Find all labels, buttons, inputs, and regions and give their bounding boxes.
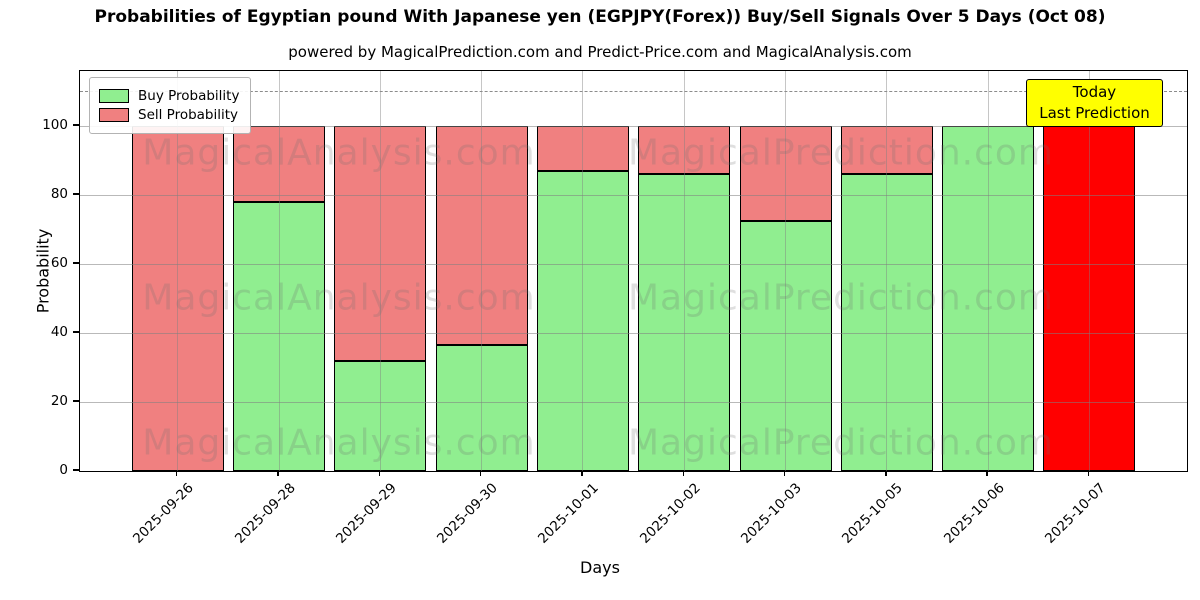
- y-tick-mark-80: [73, 193, 79, 195]
- chart-title: Probabilities of Egyptian pound With Jap…: [94, 7, 1106, 27]
- legend-label-sell: Sell Probability: [138, 107, 239, 123]
- x-tick-mark-2025-10-02: [682, 471, 684, 477]
- y-tick-label-0: 0: [59, 462, 68, 478]
- x-gridline-2025-10-01: [582, 71, 584, 471]
- y-tick-mark-0: [73, 469, 79, 471]
- watermark-text-2-0: MagicalAnalysis.com: [142, 422, 536, 464]
- y-tick-mark-40: [73, 331, 79, 333]
- x-tick-label-2025-09-30: 2025-09-30: [434, 480, 501, 547]
- y-tick-mark-60: [73, 262, 79, 264]
- bar-buy-2025-09-30: [435, 345, 528, 471]
- legend-swatch-buy-icon: [99, 89, 129, 103]
- bar-buy-2025-09-29: [334, 360, 427, 471]
- x-tick-mark-2025-09-29: [378, 471, 380, 477]
- bar-buy-2025-10-02: [638, 174, 731, 471]
- y-gridline-20: [80, 401, 1187, 403]
- x-tick-label-2025-10-05: 2025-10-05: [839, 480, 907, 547]
- x-tick-mark-2025-09-28: [277, 471, 279, 477]
- y-tick-label-60: 60: [50, 255, 68, 272]
- bar-sell-2025-10-02: [638, 126, 731, 175]
- y-tick-label-80: 80: [50, 186, 68, 203]
- bar-sell-2025-09-26: [131, 126, 224, 471]
- y-gridline-80: [80, 194, 1187, 196]
- today-annotation-line2: Last Prediction: [1039, 104, 1150, 122]
- plot-area: Probability Buy Probability Sell Probabi…: [34, 70, 1188, 472]
- y-gridline-60: [80, 263, 1187, 265]
- x-gridline-2025-10-02: [683, 71, 685, 471]
- y-tick-label-40: 40: [50, 324, 68, 341]
- legend: Buy Probability Sell Probability: [89, 77, 252, 134]
- today-annotation-line1: Today: [1072, 83, 1117, 101]
- x-tick-mark-2025-10-07: [1087, 471, 1090, 477]
- bar-buy-2025-10-03: [739, 221, 832, 471]
- x-tick-mark-2025-10-06: [986, 471, 988, 477]
- x-tick-label-2025-09-29: 2025-09-29: [332, 480, 400, 547]
- legend-swatch-sell-icon: [99, 108, 129, 122]
- x-gridline-2025-10-07: [1088, 71, 1090, 471]
- bar-buy-2025-10-06: [942, 126, 1035, 471]
- today-annotation: Today Last Prediction: [1026, 79, 1163, 127]
- chart-subtitle: powered by MagicalPrediction.com and Pre…: [288, 43, 912, 61]
- x-gridline-2025-10-03: [785, 71, 787, 471]
- x-tick-label-2025-09-26: 2025-09-26: [130, 480, 198, 547]
- watermark-text-0-1: MagicalPrediction.com: [628, 132, 1054, 174]
- x-tick-mark-2025-09-26: [176, 471, 178, 477]
- bar-sell-2025-09-28: [233, 126, 325, 203]
- dashed-threshold-line: [80, 90, 1187, 92]
- bar-sell-2025-10-05: [840, 126, 933, 175]
- x-tick-label-2025-10-03: 2025-10-03: [738, 480, 805, 547]
- y-gridline-40: [80, 332, 1187, 334]
- y-gridline-100: [80, 125, 1187, 127]
- x-tick-label-2025-10-01: 2025-10-01: [535, 480, 603, 547]
- bar-buy-2025-09-28: [233, 202, 325, 471]
- x-gridline-2025-09-30: [481, 71, 483, 471]
- watermark-text-2-1: MagicalPrediction.com: [628, 422, 1054, 464]
- bar-sell-2025-09-29: [334, 126, 427, 361]
- watermark-text-1-0: MagicalAnalysis.com: [142, 277, 536, 319]
- x-gridline-2025-09-29: [379, 71, 381, 471]
- x-gridline-2025-09-28: [278, 71, 280, 471]
- x-tick-label-2025-09-28: 2025-09-28: [231, 480, 299, 547]
- x-gridline-2025-10-05: [886, 71, 888, 471]
- bar-buy-2025-10-05: [840, 174, 933, 471]
- x-tick-mark-2025-09-30: [479, 471, 482, 477]
- legend-item-buy: Buy Probability: [99, 88, 239, 104]
- y-tick-mark-100: [73, 124, 79, 126]
- legend-item-sell: Sell Probability: [99, 107, 239, 123]
- x-tick-mark-2025-10-01: [581, 471, 583, 477]
- x-gridline-2025-09-26: [177, 71, 179, 471]
- bar-sell-2025-09-30: [435, 126, 528, 346]
- x-tick-mark-2025-10-05: [885, 471, 887, 477]
- watermark-text-1-1: MagicalPrediction.com: [628, 277, 1054, 319]
- y-tick-label-100: 100: [42, 117, 68, 134]
- bar-sell-2025-10-07: [1043, 126, 1136, 471]
- x-tick-label-2025-10-06: 2025-10-06: [940, 480, 1008, 547]
- x-axis-label: Days: [580, 558, 620, 577]
- bar-buy-2025-10-01: [536, 171, 629, 471]
- x-tick-label-2025-10-02: 2025-10-02: [636, 480, 704, 547]
- x-gridline-2025-10-06: [987, 71, 989, 471]
- y-tick-label-20: 20: [50, 393, 68, 410]
- legend-label-buy: Buy Probability: [138, 88, 240, 104]
- watermark-text-0-0: MagicalAnalysis.com: [142, 132, 536, 174]
- y-tick-mark-20: [73, 400, 79, 402]
- x-tick-mark-2025-10-03: [783, 471, 786, 477]
- x-tick-label-2025-10-07: 2025-10-07: [1042, 480, 1109, 547]
